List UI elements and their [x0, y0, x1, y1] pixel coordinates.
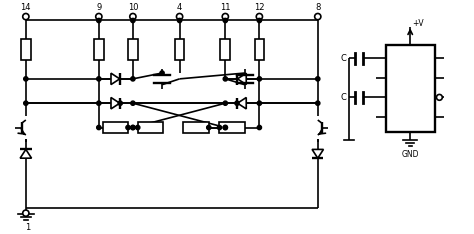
Text: 1: 1	[25, 223, 30, 232]
Circle shape	[23, 210, 29, 216]
Circle shape	[207, 125, 211, 130]
Circle shape	[235, 101, 239, 105]
Circle shape	[96, 14, 102, 20]
Circle shape	[131, 101, 135, 105]
Circle shape	[218, 125, 222, 130]
Circle shape	[257, 125, 262, 130]
Bar	[103, 122, 128, 133]
Circle shape	[223, 125, 228, 130]
Circle shape	[136, 125, 140, 130]
Text: 4: 4	[177, 3, 182, 12]
Text: +V: +V	[412, 19, 424, 28]
Circle shape	[257, 18, 262, 23]
Bar	[183, 122, 209, 133]
Circle shape	[23, 14, 29, 20]
Circle shape	[222, 14, 228, 20]
Circle shape	[24, 101, 28, 105]
Circle shape	[223, 125, 228, 130]
Text: 10: 10	[389, 75, 398, 81]
Text: 12: 12	[389, 114, 398, 120]
Polygon shape	[237, 73, 246, 84]
Text: 14: 14	[20, 3, 31, 12]
Circle shape	[131, 125, 135, 130]
Circle shape	[316, 77, 320, 81]
Circle shape	[223, 101, 228, 105]
Circle shape	[160, 71, 164, 75]
Circle shape	[257, 101, 262, 105]
Circle shape	[126, 125, 130, 130]
Circle shape	[97, 101, 101, 105]
Bar	[94, 39, 104, 60]
Bar	[21, 39, 31, 60]
Text: C: C	[340, 54, 346, 63]
Circle shape	[177, 18, 182, 23]
Text: C: C	[340, 93, 346, 102]
Text: 4: 4	[427, 55, 432, 62]
Circle shape	[176, 14, 182, 20]
Text: 9: 9	[389, 55, 393, 62]
Text: 14: 14	[423, 75, 432, 81]
Circle shape	[315, 14, 321, 20]
Polygon shape	[20, 150, 32, 158]
Text: 9: 9	[96, 3, 101, 12]
Text: 1: 1	[427, 114, 432, 120]
Circle shape	[97, 77, 101, 81]
Text: 11: 11	[220, 3, 230, 12]
Circle shape	[257, 77, 262, 81]
Bar	[219, 122, 245, 133]
Text: 8: 8	[427, 94, 432, 100]
Circle shape	[131, 18, 135, 23]
Polygon shape	[312, 150, 323, 158]
Circle shape	[316, 101, 320, 105]
Circle shape	[24, 77, 28, 81]
Bar	[386, 45, 435, 132]
Circle shape	[437, 95, 442, 100]
Circle shape	[223, 77, 228, 81]
Circle shape	[97, 18, 101, 23]
Bar	[128, 39, 138, 60]
Circle shape	[256, 14, 263, 20]
Bar	[138, 122, 163, 133]
Circle shape	[130, 14, 136, 20]
Bar	[255, 39, 264, 60]
Text: 10: 10	[128, 3, 138, 12]
Circle shape	[97, 125, 101, 130]
Text: GND: GND	[401, 150, 419, 159]
Text: 11: 11	[389, 94, 398, 100]
Polygon shape	[111, 98, 120, 109]
Text: 8: 8	[315, 3, 320, 12]
Bar	[175, 39, 184, 60]
Polygon shape	[111, 73, 120, 84]
Circle shape	[223, 18, 228, 23]
Bar	[220, 39, 230, 60]
Circle shape	[131, 125, 135, 130]
Circle shape	[131, 77, 135, 81]
Polygon shape	[237, 98, 246, 109]
Text: 12: 12	[254, 3, 264, 12]
Circle shape	[118, 101, 122, 105]
